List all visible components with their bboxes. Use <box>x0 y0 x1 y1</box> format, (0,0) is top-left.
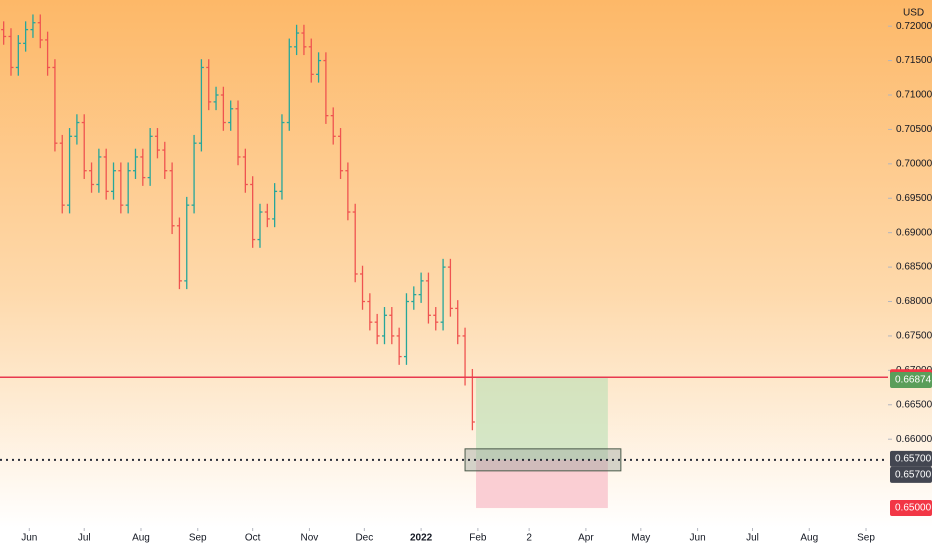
x-tick-label: Feb <box>469 533 487 544</box>
x-tick-label: Jun <box>690 533 706 544</box>
x-tick-label: Aug <box>800 533 818 544</box>
y-tick-label: 0.69500 <box>896 193 932 204</box>
y-tick-label: 0.66000 <box>896 434 932 445</box>
last-price-badge: 0.66874 <box>895 375 932 386</box>
currency-label: USD <box>903 8 924 19</box>
last-price-badge-bg <box>890 372 932 389</box>
y-tick-label: 0.66500 <box>896 399 932 410</box>
y-tick-label: 0.70500 <box>896 124 932 135</box>
alert-badge-bg <box>890 450 932 467</box>
loss-zone <box>476 459 608 509</box>
x-tick-label: Sep <box>857 533 875 544</box>
y-tick-label: 0.68500 <box>896 262 932 273</box>
entry-badge: 0.65700 <box>895 469 932 480</box>
x-tick-label: Jun <box>21 533 37 544</box>
x-tick-label: Dec <box>355 533 373 544</box>
x-tick-label: Nov <box>301 533 319 544</box>
y-tick-label: 0.67500 <box>896 331 932 342</box>
alert-badge: 0.65700 <box>895 453 932 464</box>
y-tick-label: 0.72000 <box>896 21 932 32</box>
stop-badge-bg <box>890 500 932 517</box>
x-tick-label: Apr <box>578 533 594 544</box>
x-tick-label: May <box>631 533 650 544</box>
x-tick-label: Jul <box>746 533 759 544</box>
x-tick-label: Aug <box>132 533 150 544</box>
x-tick-label: Sep <box>189 533 207 544</box>
background <box>0 0 932 528</box>
y-tick-label: 0.70000 <box>896 158 932 169</box>
profit-zone <box>476 377 608 460</box>
y-tick-label: 0.71500 <box>896 55 932 66</box>
entry-badge-bg <box>890 466 932 483</box>
stop-badge: 0.65000 <box>895 503 932 514</box>
x-tick-label: Jul <box>78 533 91 544</box>
x-tick-label: 2 <box>526 533 532 544</box>
y-tick-label: 0.68000 <box>896 296 932 307</box>
time-axis <box>0 528 932 550</box>
y-tick-label: 0.71000 <box>896 90 932 101</box>
x-tick-label: 2022 <box>410 533 433 544</box>
x-tick-label: Oct <box>245 533 261 544</box>
entry-box <box>464 448 622 472</box>
y-tick-label: 0.69000 <box>896 227 932 238</box>
